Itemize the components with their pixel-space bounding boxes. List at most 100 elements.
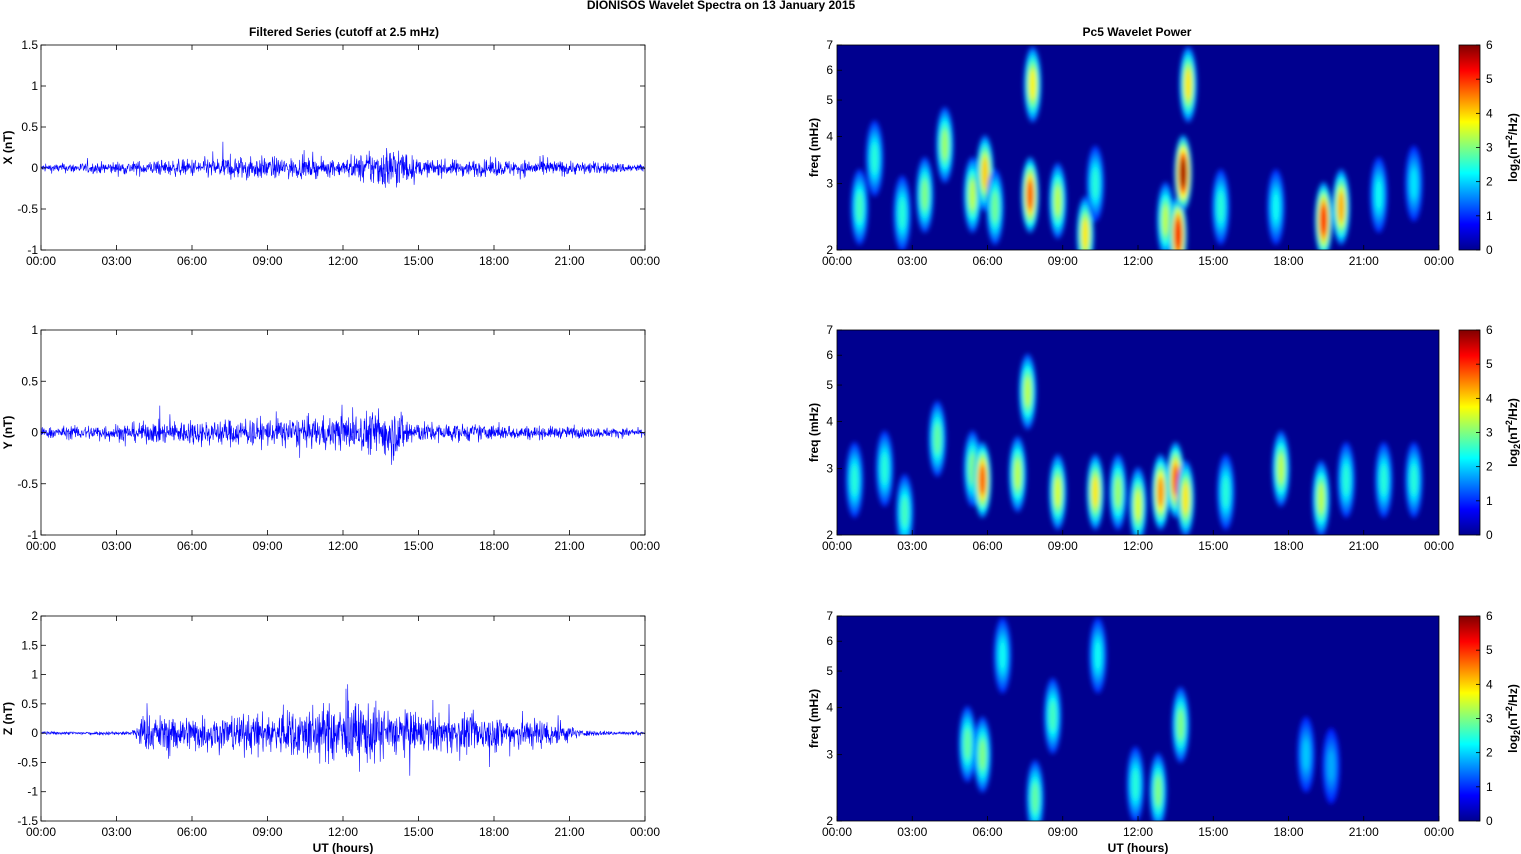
colorbar-tick-label: 4 bbox=[1486, 106, 1493, 120]
colorbar-tick-label: 2 bbox=[1486, 746, 1493, 760]
y-tick-label: 2 bbox=[31, 609, 38, 623]
y-tick-label: 7 bbox=[826, 38, 833, 52]
power-blob bbox=[1154, 775, 1162, 807]
x-tick-label: 18:00 bbox=[479, 825, 509, 839]
power-blob bbox=[1094, 640, 1101, 671]
power-blob bbox=[1177, 709, 1184, 741]
power-blob bbox=[851, 464, 858, 496]
colorbar-tick-label: 5 bbox=[1486, 72, 1493, 86]
power-blob bbox=[991, 191, 999, 223]
x-tick-label: 00:00 bbox=[630, 539, 660, 553]
plot-frame bbox=[40, 44, 646, 251]
colorbar-tick-label: 5 bbox=[1486, 357, 1493, 371]
colorbar: 0 1 2 3 4 5 6 log2(nT2/Hz) bbox=[1458, 323, 1521, 542]
colorbar-tick-label: 0 bbox=[1486, 814, 1493, 828]
wavelet-panel-x: 2 3 4 5 6 7 00:00 03:00 06:00 09:00 12:00 15:00 18:0… bbox=[807, 38, 1521, 268]
power-blob bbox=[1132, 769, 1139, 800]
x-tick-label: 12:00 bbox=[1123, 254, 1153, 268]
x-tick-label: 18:00 bbox=[1273, 254, 1303, 268]
series-panel-y: -1 -0.5 0 0.5 1 00:00 03:00 06:00 09:00 12:00 15:0… bbox=[1, 323, 660, 553]
power-blob bbox=[1024, 376, 1031, 407]
y-tick-label: 7 bbox=[826, 609, 833, 623]
x-tick-label: 09:00 bbox=[252, 539, 282, 553]
power-blob bbox=[1014, 458, 1021, 490]
colorbar: 0 1 2 3 4 5 6 log2(nT2/Hz) bbox=[1458, 38, 1521, 257]
wavelet-panel-z: 2 3 4 5 6 7 00:00 03:00 06:00 09:00 12:00 15:00 18:0… bbox=[807, 609, 1521, 854]
x-tick-label: 00:00 bbox=[1424, 539, 1454, 553]
x-axis-label: UT (hours) bbox=[1108, 841, 1169, 854]
colorbar-tick-label: 0 bbox=[1486, 243, 1493, 257]
x-tick-label: 03:00 bbox=[897, 539, 927, 553]
x-tick-label: 09:00 bbox=[1048, 254, 1078, 268]
power-blob bbox=[1410, 464, 1418, 496]
x-tick-label: 12:00 bbox=[328, 539, 358, 553]
x-tick-label: 06:00 bbox=[972, 254, 1002, 268]
power-blob bbox=[1114, 476, 1122, 508]
right-column-title: Pc5 Wavelet Power bbox=[1083, 25, 1192, 39]
colorbar-tick-label: 4 bbox=[1486, 391, 1493, 405]
x-tick-label: 00:00 bbox=[822, 539, 852, 553]
x-tick-label: 00:00 bbox=[26, 254, 56, 268]
power-blob bbox=[1277, 453, 1285, 484]
y-axis-label: Y (nT) bbox=[1, 416, 15, 450]
x-tick-label: 09:00 bbox=[252, 254, 282, 268]
y-tick-label: 3 bbox=[826, 462, 833, 476]
power-blob bbox=[1217, 191, 1224, 223]
x-axis-label: UT (hours) bbox=[313, 841, 374, 854]
power-blob bbox=[1375, 179, 1382, 211]
power-blob bbox=[1182, 483, 1189, 514]
power-blob bbox=[979, 739, 986, 770]
power-blob bbox=[1134, 489, 1142, 521]
x-tick-label: 21:00 bbox=[1349, 825, 1379, 839]
x-tick-label: 18:00 bbox=[479, 254, 509, 268]
power-blob bbox=[1410, 168, 1418, 199]
x-tick-label: 06:00 bbox=[972, 539, 1002, 553]
x-tick-label: 06:00 bbox=[972, 825, 1002, 839]
power-blob bbox=[871, 143, 878, 174]
x-tick-label: 21:00 bbox=[554, 825, 584, 839]
x-tick-label: 12:00 bbox=[328, 825, 358, 839]
x-tick-label: 18:00 bbox=[1273, 539, 1303, 553]
y-tick-label: 1 bbox=[31, 323, 38, 337]
y-axis-label: X (nT) bbox=[1, 131, 15, 165]
y-tick-label: 1.5 bbox=[21, 638, 38, 652]
y-axis-label: freq (mHz) bbox=[807, 118, 821, 177]
power-blob bbox=[1027, 179, 1034, 211]
colorbar-tick-label: 4 bbox=[1486, 677, 1493, 691]
x-tick-label: 21:00 bbox=[554, 539, 584, 553]
x-tick-label: 21:00 bbox=[1349, 539, 1379, 553]
y-tick-label: 1 bbox=[31, 668, 38, 682]
colorbar-tick-label: 0 bbox=[1486, 528, 1493, 542]
power-blob bbox=[856, 191, 863, 223]
y-tick-label: 0 bbox=[31, 426, 38, 440]
power-blob bbox=[1328, 750, 1335, 782]
left-column-title: Filtered Series (cutoff at 2.5 mHz) bbox=[249, 25, 439, 39]
colorbar-tick-label: 6 bbox=[1486, 609, 1493, 623]
x-tick-label: 00:00 bbox=[26, 825, 56, 839]
y-tick-label: 0.5 bbox=[21, 374, 38, 388]
power-blob bbox=[1175, 219, 1182, 250]
x-tick-label: 21:00 bbox=[554, 254, 584, 268]
x-tick-label: 00:00 bbox=[822, 825, 852, 839]
y-tick-label: 5 bbox=[826, 93, 833, 107]
x-tick-label: 15:00 bbox=[403, 825, 433, 839]
power-blob bbox=[901, 496, 908, 528]
x-tick-label: 06:00 bbox=[177, 254, 207, 268]
power-blob bbox=[1032, 782, 1039, 814]
power-blob bbox=[934, 423, 941, 455]
colorbar-label: log2(nT2/Hz) bbox=[1504, 684, 1521, 753]
y-tick-label: -0.5 bbox=[17, 202, 38, 216]
x-tick-label: 09:00 bbox=[252, 825, 282, 839]
x-tick-label: 06:00 bbox=[177, 539, 207, 553]
y-tick-label: -0.5 bbox=[17, 477, 38, 491]
x-tick-label: 09:00 bbox=[1048, 539, 1078, 553]
power-blob bbox=[1338, 191, 1345, 223]
power-blob bbox=[1054, 185, 1061, 217]
power-blob bbox=[899, 198, 906, 229]
y-axis-label: freq (mHz) bbox=[807, 689, 821, 748]
series-panel-z: -1.5 -1 -0.5 0 0.5 1 1.5 2 00:00 03:00 06:00 09:00 1… bbox=[1, 609, 660, 854]
power-blob bbox=[1162, 204, 1169, 236]
y-tick-label: 2 bbox=[826, 243, 833, 257]
y-tick-label: -1 bbox=[27, 243, 38, 257]
x-tick-label: 15:00 bbox=[403, 539, 433, 553]
